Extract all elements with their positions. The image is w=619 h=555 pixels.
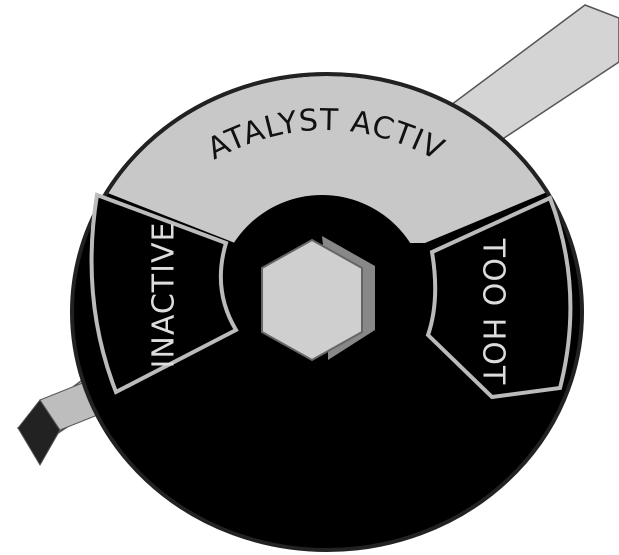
dial-illustration: CATALYST ACTIVE INACTIVE TOO HOT — [0, 0, 619, 555]
too-hot-label: TOO HOT — [476, 238, 511, 386]
inactive-label: INACTIVE — [147, 222, 182, 369]
page: CATALYST ACTIVE INACTIVE TOO HOT (() => … — [0, 0, 619, 555]
